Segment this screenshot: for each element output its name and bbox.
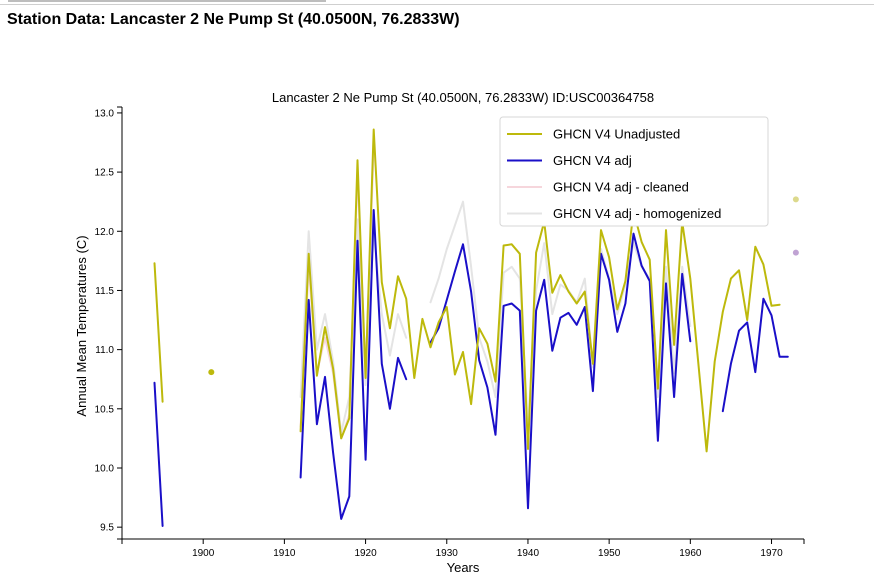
- x-tick-label: 1930: [436, 548, 459, 559]
- x-tick-label: 1910: [273, 548, 296, 559]
- y-tick-label: 13.0: [95, 108, 115, 119]
- legend-label-ghcn-v4-unadjusted: GHCN V4 Unadjusted: [553, 127, 680, 142]
- x-tick-label: 1950: [598, 548, 621, 559]
- top-clipped-strip: [8, 0, 326, 2]
- y-axis-label: Annual Mean Temperatures (C): [74, 235, 89, 416]
- y-tick-label: 10.5: [95, 404, 115, 415]
- legend-label-ghcn-v4-adj: GHCN V4 adj: [553, 153, 632, 168]
- x-ticks: 1900 1910 1920 1930 1940 1950 1960 1970: [121, 539, 805, 559]
- y-tick-label: 11.0: [95, 345, 114, 356]
- x-tick-label: 1940: [517, 548, 540, 559]
- x-tick-label: 1920: [354, 548, 377, 559]
- x-tick-label: 1900: [192, 548, 215, 559]
- y-tick-label: 10.0: [95, 463, 115, 474]
- point-marker-ghcn-v4-adj: [792, 249, 799, 256]
- y-tick-label: 11.5: [95, 286, 114, 297]
- page-heading: Station Data: Lancaster 2 Ne Pump St (40…: [7, 11, 460, 28]
- point-marker-ghcn-v4-unadjusted: [208, 369, 215, 376]
- x-axis-label: Years: [447, 560, 480, 573]
- legend-label-ghcn-v4-adj-homogenized: GHCN V4 adj - homogenized: [553, 206, 721, 221]
- legend: GHCN V4 Unadjusted GHCN V4 adj GHCN V4 adj…: [499, 116, 769, 227]
- y-tick-label: 12.5: [95, 168, 115, 179]
- chart-title: Lancaster 2 Ne Pump St (40.0500N, 76.283…: [272, 90, 654, 105]
- x-tick-label: 1970: [760, 548, 783, 559]
- series-markers: [208, 196, 799, 376]
- y-ticks: 9.5 10.0 10.5 11.0 11.5 12.0 12.5 13.0: [95, 106, 122, 540]
- top-divider: [0, 4, 874, 5]
- x-tick-label: 1960: [679, 548, 702, 559]
- series-line-ghcn-v4-unadjusted: [153, 128, 781, 453]
- series-lines: [153, 128, 789, 527]
- legend-box: [499, 116, 769, 227]
- legend-label-ghcn-v4-adj-cleaned: GHCN V4 adj - cleaned: [553, 180, 689, 195]
- series-line-ghcn-v4-adj: [153, 209, 789, 527]
- series-line-ghcn-v4-adj-homogenized: [299, 200, 692, 434]
- point-marker-ghcn-v4-unadjusted: [792, 196, 799, 203]
- y-tick-label: 12.0: [95, 227, 115, 238]
- y-tick-label: 9.5: [100, 523, 114, 534]
